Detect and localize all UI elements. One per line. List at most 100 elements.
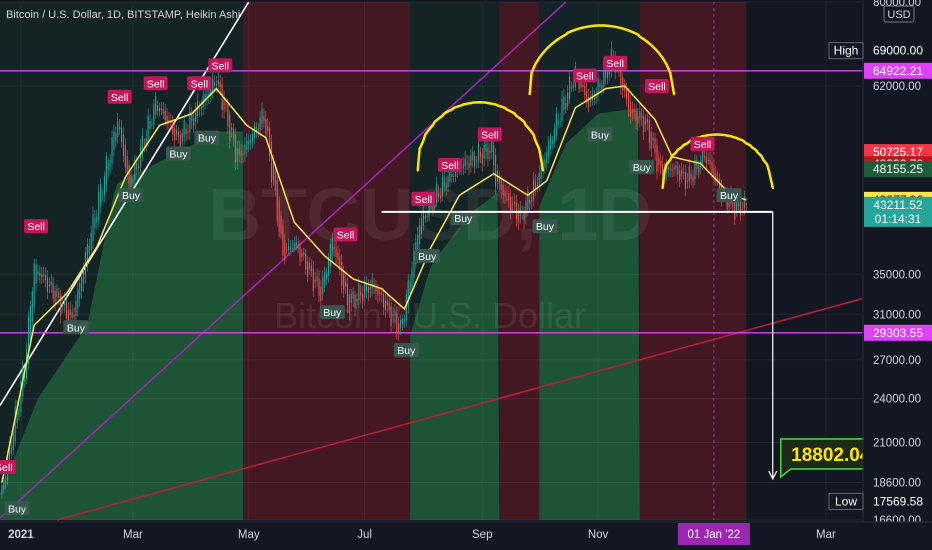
sell-signal-0: [0, 459, 16, 474]
candle-body-315: [599, 83, 601, 87]
candle-body-348: [662, 163, 664, 178]
time-tick-5: Nov: [588, 529, 609, 541]
candle-body-50: [96, 217, 98, 223]
candle-body-306: [582, 84, 584, 88]
time-tick-1: Mar: [123, 529, 143, 541]
candle-body-350: [665, 166, 667, 173]
candle-body-24: [46, 277, 49, 292]
candle-body-31: [60, 295, 62, 316]
price-axis[interactable]: 80000.00 62000.00 35000.00 31000.00 27000.00…: [828, 0, 932, 527]
candle-body-41: [79, 283, 81, 299]
candle-body-105: [200, 106, 202, 109]
candle-body-64: [122, 134, 124, 156]
candle-body-363: [690, 173, 692, 179]
candle-body-211: [401, 318, 404, 325]
candle-body-231: [439, 195, 442, 199]
watermark-ticker: BTCUSD, 1D: [208, 173, 652, 256]
candle-body-238: [453, 175, 455, 177]
candle-body-269: [512, 203, 514, 205]
candle-body-137: [261, 108, 263, 124]
candle-body-100: [191, 114, 193, 122]
buy-signal-label-17: Buy: [454, 213, 473, 225]
candle-body-167: [318, 278, 320, 296]
candle-body-280: [532, 178, 535, 200]
candle-body-139: [265, 118, 267, 134]
price-tag-label-0: 69000.00: [873, 44, 923, 58]
candle-body-40: [77, 288, 79, 309]
price-tick-0: 80000.00: [873, 0, 921, 9]
candle-body-342: [650, 131, 652, 149]
candle-body-120: [229, 114, 231, 141]
candle-body-46: [88, 245, 90, 254]
candle-body-245: [466, 162, 468, 164]
candle-body-35: [67, 310, 69, 321]
buy-signal-21: [587, 127, 613, 142]
candle-body-275: [523, 211, 525, 222]
candle-body-33: [64, 299, 66, 305]
candle-body-332: [631, 108, 633, 113]
candle-body-236: [449, 167, 451, 182]
candle-body-152: [289, 247, 292, 249]
candle-body-333: [633, 110, 635, 112]
candle-body-148: [282, 224, 284, 256]
candle-body-205: [390, 306, 392, 326]
candle-body-233: [443, 178, 445, 187]
candle-body-79: [151, 124, 153, 126]
candle-body-70: [134, 160, 136, 181]
candle-body-168: [320, 286, 322, 301]
candle-body-129: [246, 140, 248, 150]
candle-body-18: [35, 264, 37, 285]
candle-body-356: [677, 167, 679, 175]
candle-body-221: [420, 218, 423, 235]
candle-body-310: [589, 98, 592, 102]
buy-signal-12: [319, 305, 345, 320]
candle-body-392: [745, 202, 747, 206]
candle-body-312: [593, 97, 595, 100]
candle-body-375: [713, 167, 715, 180]
candle-body-343: [652, 137, 654, 141]
time-tick-0: 2021: [8, 529, 34, 541]
currency-badge[interactable]: USD: [883, 5, 915, 23]
candle-body-154: [293, 244, 295, 248]
candle-body-39: [75, 301, 77, 316]
candle-body-295: [561, 98, 563, 122]
candle-body-149: [284, 239, 286, 261]
price-tick-4: 27000.00: [873, 355, 921, 367]
candle-body-94: [179, 134, 181, 149]
projection-arrow-head: [768, 470, 778, 481]
sell-signal-label-8: Sell: [191, 78, 209, 90]
candle-body-328: [624, 83, 626, 91]
candle-body-175: [333, 246, 335, 250]
candle-body-54: [103, 176, 105, 195]
candle-body-294: [559, 120, 561, 123]
candle-body-220: [419, 224, 421, 244]
candle-body-290: [551, 140, 554, 144]
candle-body-86: [164, 111, 166, 121]
candle-body-339: [645, 120, 647, 125]
candle-body-243: [462, 164, 464, 169]
candle-body-16: [31, 291, 33, 323]
price-tag-8: [864, 493, 932, 510]
candle-body-77: [147, 115, 149, 143]
candle-body-113: [215, 83, 217, 85]
candle-body-193: [367, 287, 369, 294]
candle-body-128: [244, 144, 246, 155]
candle-body-357: [679, 170, 681, 181]
extreme-tag-0: [828, 42, 864, 60]
price-tag-countdown: 01:14:31: [875, 212, 922, 226]
candle-body-59: [113, 131, 115, 150]
time-axis[interactable]: 2021 Mar May Jul Sep Nov Mar 01 Jan '22: [0, 521, 932, 550]
candle-body-76: [145, 137, 147, 148]
candle-body-265: [504, 189, 506, 196]
candle-body-314: [597, 77, 599, 96]
sell-signal-6: [143, 76, 168, 91]
shoulder-arc-2: [661, 133, 775, 190]
candle-body-30: [58, 292, 60, 298]
price-tag-label-4: 48155.25: [873, 162, 923, 176]
price-tag-4: [864, 161, 932, 178]
candle-body-195: [371, 279, 373, 289]
buy-sell-signals: SellBuySellBuySellBuySellBuySellBuySellS…: [0, 55, 742, 515]
candle-body-182: [346, 284, 349, 306]
candle-body-335: [637, 116, 639, 124]
